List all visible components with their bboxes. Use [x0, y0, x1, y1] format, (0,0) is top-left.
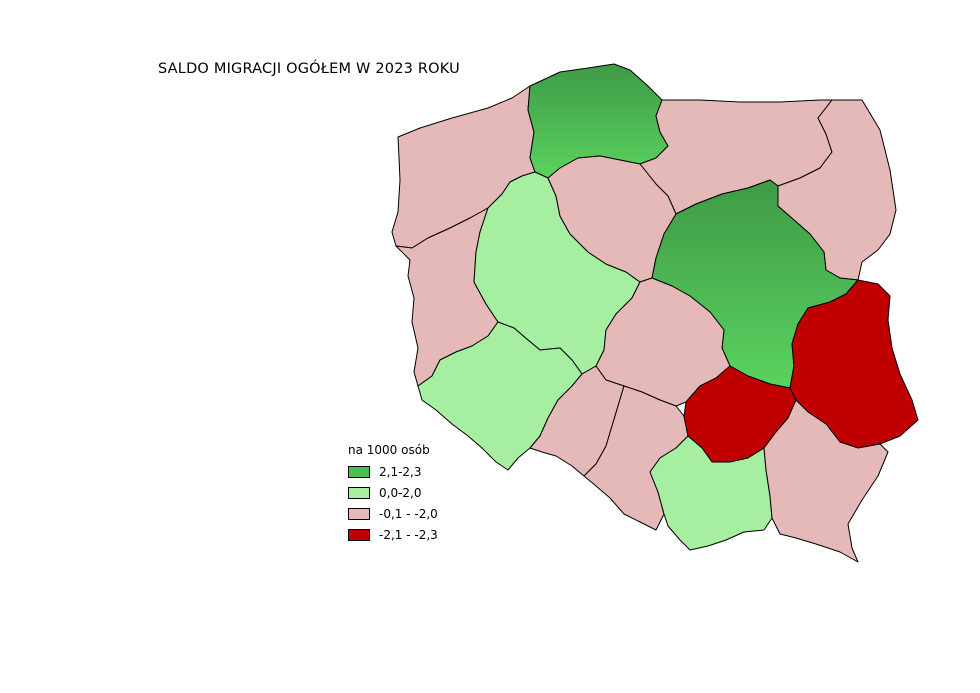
legend: na 1000 osób 2,1-2,3 0,0-2,0 -0,1 - -2,0… — [348, 443, 438, 545]
legend-label: 2,1-2,3 — [379, 464, 422, 479]
legend-label: -2,1 - -2,3 — [379, 527, 438, 542]
legend-swatch — [348, 528, 370, 541]
legend-swatch — [348, 507, 370, 520]
legend-item: 0,0-2,0 — [348, 482, 438, 503]
legend-title: na 1000 osób — [348, 443, 430, 457]
legend-item: -0,1 - -2,0 — [348, 503, 438, 524]
legend-item: -2,1 - -2,3 — [348, 524, 438, 545]
legend-swatch — [348, 486, 370, 499]
region-podkarpackie — [763, 399, 889, 563]
legend-item: 2,1-2,3 — [348, 461, 438, 482]
legend-swatch — [348, 465, 370, 478]
region-lodzkie — [595, 277, 731, 407]
legend-label: 0,0-2,0 — [379, 485, 422, 500]
map-title: SALDO MIGRACJI OGÓŁEM W 2023 ROKU — [158, 61, 460, 77]
legend-label: -0,1 - -2,0 — [379, 506, 438, 521]
